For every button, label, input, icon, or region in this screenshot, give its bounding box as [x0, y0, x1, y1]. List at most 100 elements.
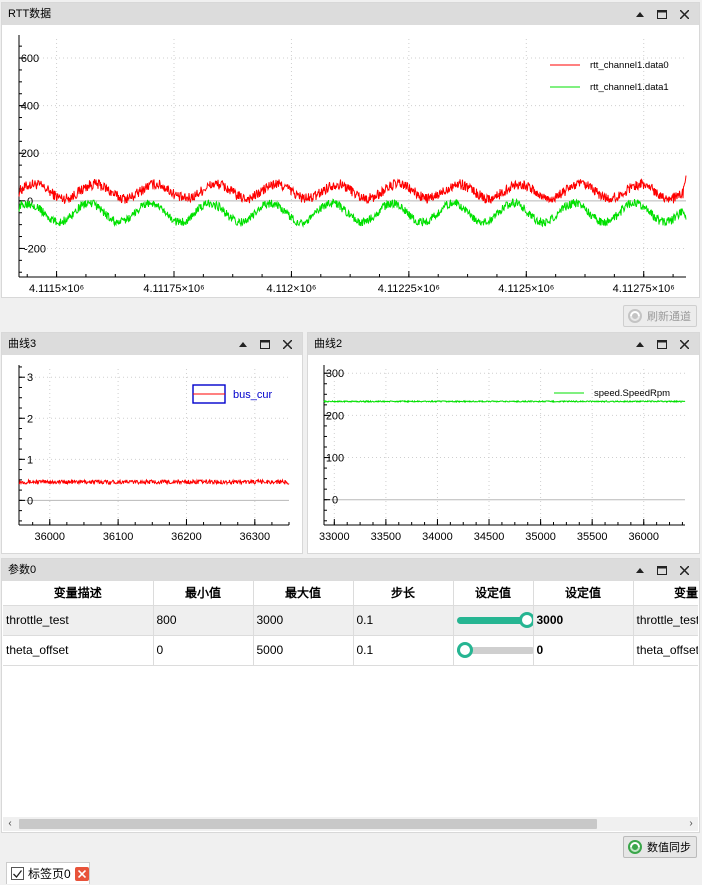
column-header[interactable]: 变量描述 [3, 581, 154, 606]
x-tick-label: 36000 [34, 531, 65, 543]
x-tick-label: 4.11225×10⁶ [378, 283, 440, 295]
slider-handle[interactable] [456, 642, 473, 658]
cell-max[interactable]: 5000 [253, 635, 354, 666]
checkbox-icon[interactable] [11, 867, 24, 880]
x-tick-label: 36100 [103, 531, 134, 543]
refresh-icon [627, 308, 643, 324]
params-panel-title: 参数0 [8, 564, 37, 576]
x-tick-label: 4.1115×10⁶ [29, 283, 84, 295]
table-row[interactable]: throttle_test 800 3000 0.1 3000 throttle… [3, 605, 698, 636]
x-tick-label: 35500 [577, 531, 608, 543]
refresh-channel-button[interactable]: 刷新通道 [623, 305, 697, 327]
maximize-icon[interactable] [254, 333, 276, 355]
params-table-viewport: 变量描述 最小值 最大值 步长 设定值 设定值 变量名称 throttle_te… [3, 581, 698, 816]
y-tick-label: 200 [21, 148, 39, 160]
x-tick-label: 4.1125×10⁶ [498, 283, 554, 295]
cell-name[interactable]: theta_offset [633, 635, 698, 666]
curve2-chart[interactable]: 300 200 100 0 33000 33500 34000 34500 35000 35500… [308, 355, 699, 553]
x-tick-label: 36300 [240, 531, 271, 543]
y-tick-label: 100 [326, 453, 344, 465]
cell-max[interactable]: 3000 [253, 605, 354, 636]
collapse-icon[interactable] [629, 559, 651, 581]
x-tick-label: 36200 [171, 531, 202, 543]
x-tick-label: 33000 [319, 531, 350, 543]
close-icon[interactable] [276, 333, 298, 355]
slider-handle[interactable] [518, 612, 532, 628]
scroll-left-icon[interactable]: ‹ [8, 818, 12, 829]
maximize-icon[interactable] [651, 559, 673, 581]
curve2-panel-titlebar[interactable]: 曲线2 [308, 333, 699, 355]
y-tick-label: 2 [27, 413, 33, 425]
column-header[interactable]: 最大值 [253, 581, 354, 606]
rtt-panel-titlebar[interactable]: RTT数据 [2, 3, 699, 25]
y-tick-label: 400 [21, 101, 39, 113]
x-tick-label: 34500 [474, 531, 505, 543]
curve3-panel-titlebar[interactable]: 曲线3 [2, 333, 302, 355]
column-header[interactable]: 最小值 [153, 581, 254, 606]
x-tick-label: 4.11175×10⁶ [143, 283, 204, 295]
maximize-icon[interactable] [651, 3, 673, 25]
cell-min[interactable]: 0 [153, 635, 254, 666]
scrollbar-thumb[interactable] [19, 819, 597, 829]
collapse-icon[interactable] [629, 333, 651, 355]
slider-track [456, 647, 532, 654]
legend-label: bus_cur [233, 389, 272, 401]
table-header-row: 变量描述 最小值 最大值 步长 设定值 设定值 变量名称 [3, 581, 698, 606]
legend-label: rtt_channel1.data1 [590, 82, 669, 93]
tab-bar: 标签页0 [0, 861, 702, 885]
y-tick-label: 300 [326, 368, 344, 380]
cell-slider [453, 605, 534, 636]
refresh-channel-label: 刷新通道 [647, 311, 691, 323]
slider-fill [456, 617, 527, 624]
column-header[interactable]: 设定值 [453, 581, 534, 606]
column-header[interactable]: 步长 [353, 581, 454, 606]
rtt-panel: RTT数据 600 400 200 0 -200 4.1115×10⁶ 4.11175×10… [1, 2, 700, 298]
rtt-panel-title: RTT数据 [8, 8, 52, 20]
close-tab-icon[interactable] [74, 866, 89, 881]
collapse-icon[interactable] [232, 333, 254, 355]
params-panel-titlebar[interactable]: 参数0 [2, 559, 699, 581]
series-line [18, 478, 290, 486]
legend-label: speed.SpeedRpm [594, 388, 670, 399]
cell-name[interactable]: throttle_test [633, 605, 698, 636]
column-header[interactable]: 设定值 [533, 581, 634, 606]
close-icon[interactable] [673, 3, 695, 25]
x-tick-label: 4.11275×10⁶ [613, 283, 675, 295]
table-row[interactable]: theta_offset 0 5000 0.1 0 theta_offset [3, 635, 698, 666]
value-slider[interactable] [456, 612, 532, 628]
horizontal-scrollbar[interactable]: ‹ › [3, 817, 698, 831]
cell-min[interactable]: 800 [153, 605, 254, 636]
tab-page0[interactable]: 标签页0 [6, 862, 90, 884]
curve3-chart[interactable]: 3 2 1 0 36000 36100 36200 36300 bus_cur [2, 355, 302, 553]
series-line [323, 399, 686, 404]
sync-values-label: 数值同步 [647, 842, 691, 854]
x-tick-label: 4.112×10⁶ [266, 283, 316, 295]
series-line [18, 198, 687, 228]
cell-desc[interactable]: theta_offset [3, 635, 154, 666]
value-slider[interactable] [456, 642, 532, 658]
y-tick-label: -200 [24, 243, 46, 255]
cell-desc[interactable]: throttle_test [3, 605, 154, 636]
curve2-panel: 曲线2 300 200 100 0 33000 33500 34000 34500 35000 3… [307, 332, 700, 554]
x-tick-label: 36000 [628, 531, 659, 543]
cell-step[interactable]: 0.1 [353, 605, 454, 636]
close-icon[interactable] [673, 559, 695, 581]
y-tick-label: 3 [27, 372, 33, 384]
collapse-icon[interactable] [629, 3, 651, 25]
cell-value[interactable]: 3000 [533, 605, 634, 636]
sync-values-button[interactable]: 数值同步 [623, 836, 697, 858]
scroll-right-icon[interactable]: › [689, 818, 693, 829]
params-panel: 参数0 变量描述 最小值 最大值 步长 [1, 558, 700, 833]
column-header[interactable]: 变量名称 [633, 581, 698, 606]
maximize-icon[interactable] [651, 333, 673, 355]
sync-icon [627, 839, 643, 855]
close-icon[interactable] [673, 333, 695, 355]
y-tick-label: 600 [21, 53, 39, 65]
y-tick-label: 1 [27, 454, 33, 466]
cell-step[interactable]: 0.1 [353, 635, 454, 666]
cell-value[interactable]: 0 [533, 635, 634, 666]
x-tick-label: 34000 [422, 531, 453, 543]
curve3-panel: 曲线3 3 2 1 0 36000 36100 36200 36300 bus_cur [1, 332, 303, 554]
cell-slider [453, 635, 534, 666]
